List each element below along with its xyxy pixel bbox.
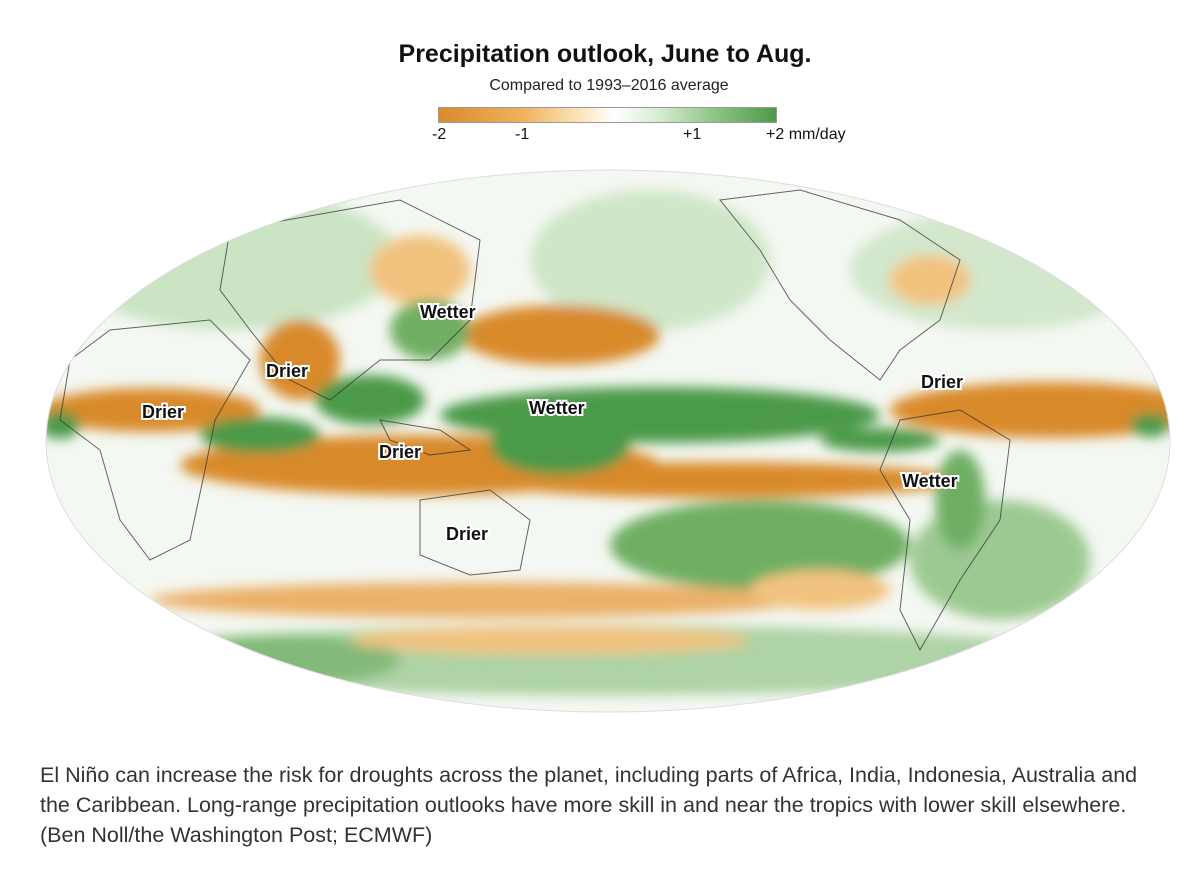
map-label-drier-indonesia: Drier: [379, 442, 421, 462]
map-label-wetter-pacific: Wetter: [529, 398, 585, 418]
legend-tick: -1: [515, 126, 530, 143]
map-label-drier-australia: Drier: [446, 524, 488, 544]
chart-subtitle: Compared to 1993–2016 average: [489, 77, 729, 94]
map-label-drier-caribbean: Drier: [921, 372, 963, 392]
anomaly-field: [46, 189, 1170, 695]
chart-title: Precipitation outlook, June to Aug.: [398, 40, 812, 68]
map-label-drier-east-africa: Drier: [142, 402, 184, 422]
color-scale-legend: [438, 107, 777, 123]
map-label-wetter-south-america: Wetter: [902, 471, 958, 491]
legend-tick: +2 mm/day: [766, 126, 846, 143]
legend-tick: -2: [432, 126, 447, 143]
legend-tick: +1: [683, 126, 702, 143]
precipitation-map: Wetter Drier Drier Wetter Drier Drier We…: [45, 169, 1171, 713]
map-label-wetter-east-asia: Wetter: [420, 302, 476, 322]
coastlines: [59, 189, 1011, 652]
map-label-drier-india: Drier: [266, 361, 308, 381]
caption: El Niño can increase the risk for drough…: [40, 763, 1138, 847]
